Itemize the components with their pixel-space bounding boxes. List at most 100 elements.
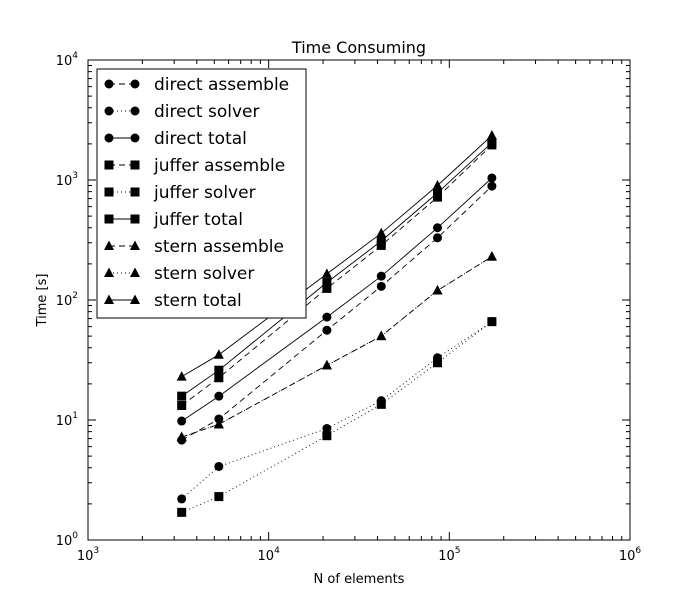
data-point (487, 138, 497, 148)
legend-label: stern total (154, 291, 242, 311)
series-line (181, 185, 493, 441)
data-point (213, 349, 224, 359)
legend-marker (104, 294, 114, 304)
data-point (176, 371, 187, 381)
series-line (181, 256, 493, 438)
x-tick-label: 103 (77, 546, 99, 564)
plot-layer (176, 129, 497, 517)
data-point (214, 373, 224, 383)
data-point (177, 391, 187, 401)
y-tick-label: 104 (56, 51, 79, 69)
data-point (214, 391, 224, 401)
legend-marker (130, 160, 140, 170)
data-point (321, 268, 332, 278)
data-point (177, 416, 187, 426)
legend-marker (104, 160, 114, 170)
data-point (486, 129, 497, 140)
data-point (432, 233, 442, 243)
series-group (177, 138, 497, 401)
legend-label: direct solver (154, 102, 260, 122)
legend-entry: direct total (104, 129, 247, 149)
legend-marker (104, 106, 114, 116)
series-line (181, 177, 493, 422)
series-line (181, 144, 493, 406)
data-point (322, 431, 332, 441)
legend-label: stern solver (154, 264, 254, 284)
chart-title: Time Consuming (291, 38, 426, 57)
data-point (214, 365, 224, 375)
y-tick-label: 102 (56, 291, 78, 309)
x-tick-label: 104 (258, 546, 281, 564)
legend-entry: direct assemble (104, 75, 289, 95)
data-point (487, 173, 497, 183)
series-line (181, 321, 493, 513)
data-point (322, 325, 332, 335)
legend-marker (104, 133, 114, 143)
legend-label: juffer solver (153, 183, 256, 203)
legend-label: direct total (154, 129, 247, 149)
data-point (376, 236, 386, 246)
legend-entry: stern solver (104, 264, 254, 284)
legend-entry: juffer assemble (104, 156, 285, 176)
legend-marker (130, 133, 140, 143)
data-point (322, 277, 332, 287)
data-point (376, 399, 386, 409)
data-point (177, 494, 187, 504)
data-point (214, 492, 224, 502)
series-line (181, 142, 493, 397)
legend: direct assemble direct solver direct total… (96, 68, 307, 319)
legend-marker (104, 187, 114, 197)
legend-marker (130, 79, 140, 89)
legend-marker (130, 187, 140, 197)
data-point (376, 271, 386, 281)
data-point (322, 423, 332, 433)
legend-label: juffer total (153, 210, 243, 230)
series-group (177, 317, 497, 504)
series-group (177, 317, 497, 517)
legend-entry: direct solver (104, 102, 260, 122)
legend-label: stern assemble (154, 237, 284, 257)
data-point (176, 431, 187, 442)
data-point (432, 284, 443, 295)
tick-layer: 103 104 105 106 100 101 102 103 104 (56, 51, 642, 564)
data-point (321, 359, 332, 370)
y-tick-label: 101 (56, 411, 78, 429)
legend-marker (130, 294, 140, 304)
data-point (487, 317, 497, 327)
data-point (432, 223, 442, 233)
data-point (213, 418, 224, 429)
data-point (432, 358, 442, 368)
legend-marker (130, 240, 140, 250)
data-point (214, 461, 224, 471)
series-line (181, 135, 493, 377)
legend-entry: juffer total (104, 210, 243, 230)
legend-marker (104, 79, 114, 89)
legend-label: juffer assemble (153, 156, 285, 176)
legend-marker (130, 214, 140, 224)
x-tick-label: 105 (438, 546, 460, 564)
data-point (177, 507, 187, 517)
y-tick-label: 100 (56, 531, 79, 549)
legend-marker (104, 214, 114, 224)
data-point (376, 330, 387, 341)
series-group (177, 173, 497, 426)
data-point (376, 281, 386, 291)
legend-entry: juffer solver (104, 183, 256, 203)
y-tick-label: 103 (56, 171, 78, 189)
legend-entry: stern total (104, 291, 242, 311)
data-point (486, 251, 497, 261)
y-axis-label: Time [s] (35, 274, 50, 328)
series-group (176, 129, 497, 381)
data-point (322, 312, 332, 322)
data-point (322, 283, 332, 293)
data-point (376, 227, 387, 238)
legend-entry: stern assemble (104, 237, 284, 257)
series-group (176, 251, 497, 442)
data-point (432, 179, 443, 190)
data-point (487, 181, 497, 191)
legend-marker (130, 106, 140, 116)
x-tick-label: 106 (619, 546, 642, 564)
data-point (432, 188, 442, 198)
legend-label: direct assemble (154, 75, 289, 95)
